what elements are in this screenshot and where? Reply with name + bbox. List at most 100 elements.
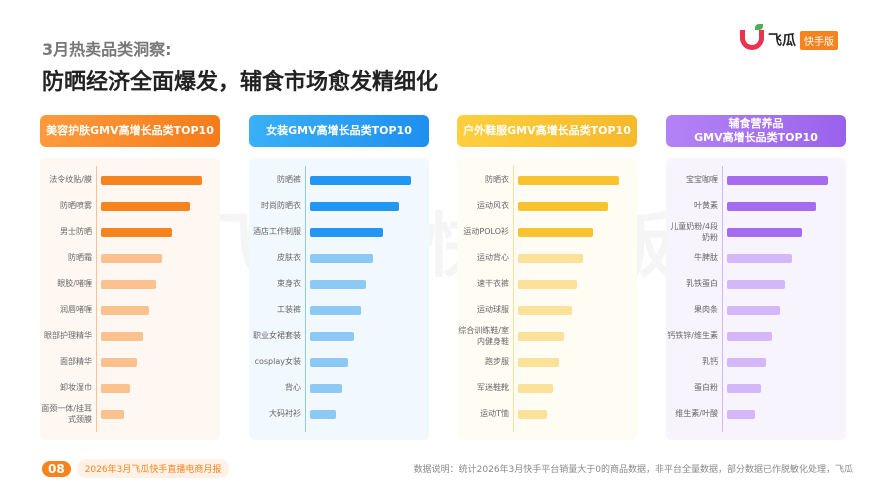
bar bbox=[310, 305, 361, 315]
axis-line bbox=[305, 166, 306, 432]
bar bbox=[518, 175, 619, 185]
bar-row: 面部精华 bbox=[40, 349, 220, 375]
bar bbox=[310, 227, 383, 237]
bar-row: 运动球服 bbox=[457, 297, 637, 323]
bar-row: 职业女裙套装 bbox=[249, 323, 429, 349]
category-label: 蛋白粉 bbox=[694, 383, 718, 393]
category-label: 叶黄素 bbox=[694, 201, 718, 211]
bar-row: 牛脾肽 bbox=[666, 245, 846, 271]
bar-row: 润唇啫喱 bbox=[40, 297, 220, 323]
bar-row: 运动T恤 bbox=[457, 401, 637, 427]
bar bbox=[727, 357, 767, 367]
category-label: 儿童奶粉/4段奶粉 bbox=[670, 221, 718, 242]
category-label: 皮肤衣 bbox=[277, 253, 301, 263]
page-title: 防晒经济全面爆发，辅食市场愈发精细化 bbox=[42, 70, 439, 95]
bar bbox=[727, 253, 792, 263]
chart-body: 宝宝咖喱 叶黄素 儿童奶粉/4段奶粉 牛脾肽 乳铁蛋白 果肉条 钙铁锌/维生素 乳钙 蛋白粉 维生… bbox=[666, 158, 846, 440]
chart-panel: 辅食营养品 GMV高增长品类TOP10 宝宝咖喱 叶黄素 儿童奶粉/4段奶粉 牛脾肽 乳铁… bbox=[666, 115, 846, 440]
axis-line bbox=[722, 166, 723, 432]
category-label: 跑步服 bbox=[485, 357, 509, 367]
bar bbox=[101, 357, 138, 367]
bar-row: 跑步服 bbox=[457, 349, 637, 375]
bar-row: 背心 bbox=[249, 375, 429, 401]
bar bbox=[727, 227, 802, 237]
data-note: 数据说明：统计2026年3月快手平台销量大于0的商品数据，非平台全量数据，部分数… bbox=[413, 465, 853, 475]
bar-row: 皮肤衣 bbox=[249, 245, 429, 271]
bar-row: 卸妆湿巾 bbox=[40, 375, 220, 401]
chart-title: 女装GMV高增长品类TOP10 bbox=[249, 115, 429, 147]
category-label: 酒店工作制服 bbox=[253, 227, 301, 237]
category-label: 牛脾肽 bbox=[694, 253, 718, 263]
bar bbox=[101, 175, 202, 185]
bar bbox=[518, 201, 608, 211]
category-label: 乳铁蛋白 bbox=[686, 279, 718, 289]
bar bbox=[310, 357, 349, 367]
bar-row: 乳铁蛋白 bbox=[666, 271, 846, 297]
category-label: 眼胶/啫喱 bbox=[57, 279, 92, 289]
bar-row: 眼部护理精华 bbox=[40, 323, 220, 349]
category-label: 润唇啫喱 bbox=[60, 305, 92, 315]
bar-row: 运动背心 bbox=[457, 245, 637, 271]
category-label: 工装裤 bbox=[277, 305, 301, 315]
bar-row: 综合训练鞋/室内健身鞋 bbox=[457, 323, 637, 349]
bar bbox=[310, 383, 343, 393]
bar-row: 宝宝咖喱 bbox=[666, 167, 846, 193]
bar bbox=[518, 227, 593, 237]
bar bbox=[727, 305, 780, 315]
bar bbox=[310, 201, 399, 211]
bar bbox=[101, 201, 190, 211]
bar-row: 防晒霜 bbox=[40, 245, 220, 271]
category-label: 军迷鞋靴 bbox=[477, 383, 509, 393]
category-label: 男士防晒 bbox=[60, 227, 92, 237]
bar bbox=[518, 305, 572, 315]
bar bbox=[727, 201, 816, 211]
bar bbox=[518, 383, 554, 393]
category-label: 法令纹贴/膜 bbox=[49, 175, 92, 185]
bar bbox=[727, 279, 785, 289]
bar bbox=[101, 279, 156, 289]
feigua-logo-icon bbox=[740, 24, 764, 50]
bar-row: 束身衣 bbox=[249, 271, 429, 297]
page-number: 08 bbox=[42, 460, 71, 477]
bar bbox=[310, 253, 373, 263]
bar bbox=[310, 409, 337, 419]
category-label: 防晒霜 bbox=[68, 253, 92, 263]
bar-row: 法令纹贴/膜 bbox=[40, 167, 220, 193]
category-label: 背心 bbox=[285, 383, 301, 393]
category-label: 眼部护理精华 bbox=[44, 331, 92, 341]
category-label: 运动T恤 bbox=[480, 409, 509, 419]
category-label: 运动风衣 bbox=[477, 201, 509, 211]
category-label: 果肉条 bbox=[694, 305, 718, 315]
bar bbox=[101, 409, 125, 419]
category-label: 运动球服 bbox=[477, 305, 509, 315]
bar-row: 儿童奶粉/4段奶粉 bbox=[666, 219, 846, 245]
bar bbox=[518, 331, 565, 341]
bar-row: 时尚防晒衣 bbox=[249, 193, 429, 219]
category-label: 综合训练鞋/室内健身鞋 bbox=[458, 325, 509, 346]
bar-row: 维生素/叶酸 bbox=[666, 401, 846, 427]
logo-name: 飞瓜 bbox=[768, 33, 796, 49]
category-label: 大码衬衫 bbox=[269, 409, 301, 419]
page-subtitle: 3月热卖品类洞察: bbox=[42, 40, 172, 59]
bar-row: cosplay女装 bbox=[249, 349, 429, 375]
bar bbox=[310, 175, 411, 185]
bar bbox=[310, 331, 355, 341]
bar bbox=[727, 409, 756, 419]
bar-row: 乳钙 bbox=[666, 349, 846, 375]
bar-row: 大码衬衫 bbox=[249, 401, 429, 427]
bar-row: 果肉条 bbox=[666, 297, 846, 323]
axis-line bbox=[513, 166, 514, 432]
bar-row: 防晒裤 bbox=[249, 167, 429, 193]
category-label: 面部精华 bbox=[60, 357, 92, 367]
logo-badge: 快手版 bbox=[800, 30, 838, 50]
category-label: 维生素/叶酸 bbox=[675, 409, 718, 419]
bar-row: 面颈一体/挂耳式颈膜 bbox=[40, 401, 220, 427]
chart-body: 法令纹贴/膜防晒喷雾男士防晒防晒霜眼胶/啫喱润唇啫喱眼部护理精华面部精华卸妆湿巾… bbox=[40, 158, 220, 440]
category-label: 时尚防晒衣 bbox=[261, 201, 301, 211]
chart-title: 美容护肤GMV高增长品类TOP10 bbox=[40, 115, 220, 147]
bar-row: 工装裤 bbox=[249, 297, 429, 323]
bar-row: 防晒喷雾 bbox=[40, 193, 220, 219]
bar-row: 运动风衣 bbox=[457, 193, 637, 219]
chart-panel: 美容护肤GMV高增长品类TOP10 法令纹贴/膜防晒喷雾男士防晒防晒霜眼胶/啫喱润… bbox=[40, 115, 220, 440]
bar bbox=[727, 383, 762, 393]
